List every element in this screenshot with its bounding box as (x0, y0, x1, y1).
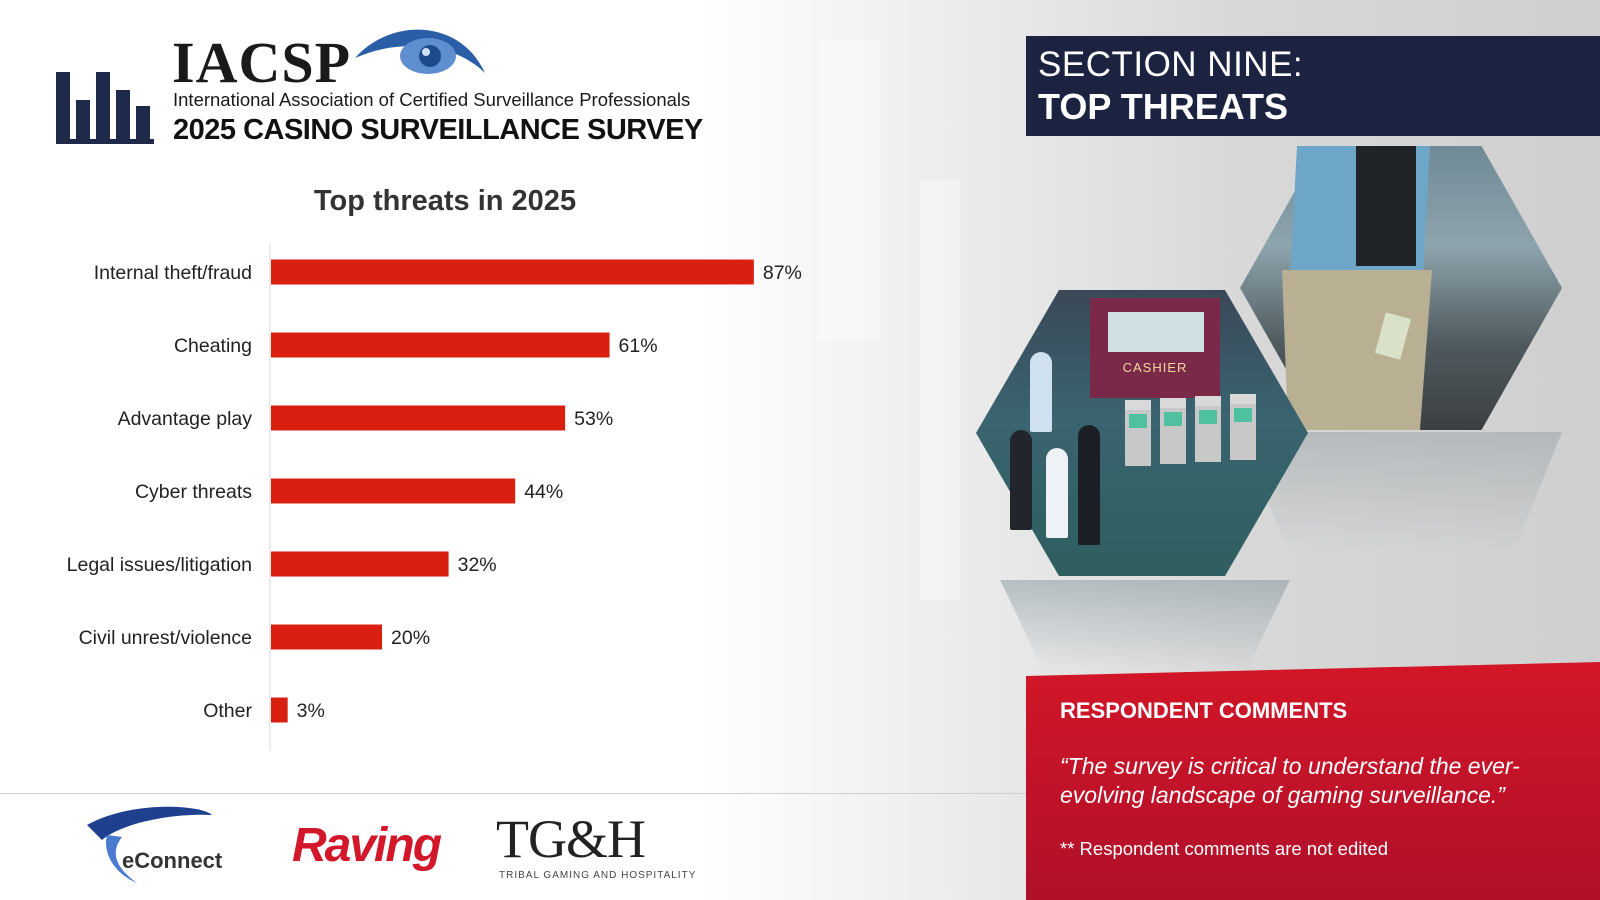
category-label: Cyber threats (135, 481, 252, 503)
category-label: Other (203, 700, 252, 722)
tgh-logo-subtitle: TRIBAL GAMING AND HOSPITALITY (499, 870, 697, 881)
chart-title: Top threats in 2025 (313, 185, 577, 217)
bar (271, 624, 382, 650)
bar (271, 259, 754, 285)
slot-machine-icon (1125, 400, 1151, 466)
value-label: 87% (763, 262, 802, 284)
raving-logo: Raving (292, 819, 442, 872)
iacsp-logo-text: IACSP (172, 30, 352, 95)
person-figure-icon (1030, 352, 1052, 432)
bar (271, 478, 516, 504)
section-title: TOP THREATS (1038, 86, 1289, 127)
bar (271, 405, 566, 431)
comments-quote: “The survey is critical to understand th… (1060, 753, 1520, 808)
value-label: 20% (391, 627, 430, 649)
econnect-swoosh-icon (87, 806, 212, 883)
comments-box (1026, 662, 1600, 900)
photo-pants (1282, 270, 1432, 430)
cashier-window (1108, 312, 1204, 352)
eye-logo-icon (355, 29, 485, 74)
backdrop-stripe (920, 180, 960, 600)
category-label: Legal issues/litigation (67, 554, 252, 576)
survey-title: 2025 CASINO SURVEILLANCE SURVEY (173, 114, 703, 146)
person-figure-icon (1046, 448, 1068, 538)
footer-divider (0, 793, 1026, 794)
section-number: SECTION NINE: (1038, 45, 1304, 84)
bar (271, 332, 610, 358)
category-label: Advantage play (118, 408, 253, 430)
bar-chart-logo-icon (56, 68, 154, 144)
person-figure-icon (1010, 430, 1032, 530)
value-label: 61% (619, 335, 658, 357)
value-label: 44% (524, 481, 563, 503)
tgh-logo: TG&H (496, 809, 646, 869)
cashier-sign: CASHIER (1122, 360, 1188, 375)
photo-apron (1356, 146, 1416, 266)
value-label: 53% (574, 408, 613, 430)
slot-machine-icon (1195, 396, 1221, 462)
bar (271, 551, 449, 577)
category-label: Internal theft/fraud (94, 262, 252, 284)
econnect-logo: eConnect (122, 848, 223, 873)
backdrop-stripe (820, 40, 880, 340)
category-label: Cheating (174, 335, 252, 357)
section-header-box (1026, 36, 1600, 136)
person-figure-icon (1078, 425, 1100, 545)
bar-chart: Internal theft/fraud 87% Cheating 61% Advant… (67, 243, 802, 751)
comments-note: ** Respondent comments are not edited (1060, 838, 1389, 859)
slot-machine-icon (1230, 394, 1256, 460)
comments-heading: RESPONDENT COMMENTS (1060, 698, 1348, 723)
value-label: 32% (458, 554, 497, 576)
category-label: Civil unrest/violence (79, 627, 252, 649)
value-label: 3% (297, 700, 325, 722)
cartoon-reflection (1000, 580, 1290, 670)
slot-machine-icon (1160, 398, 1186, 464)
org-full-name: International Association of Certified S… (173, 89, 691, 110)
bar (271, 697, 288, 723)
